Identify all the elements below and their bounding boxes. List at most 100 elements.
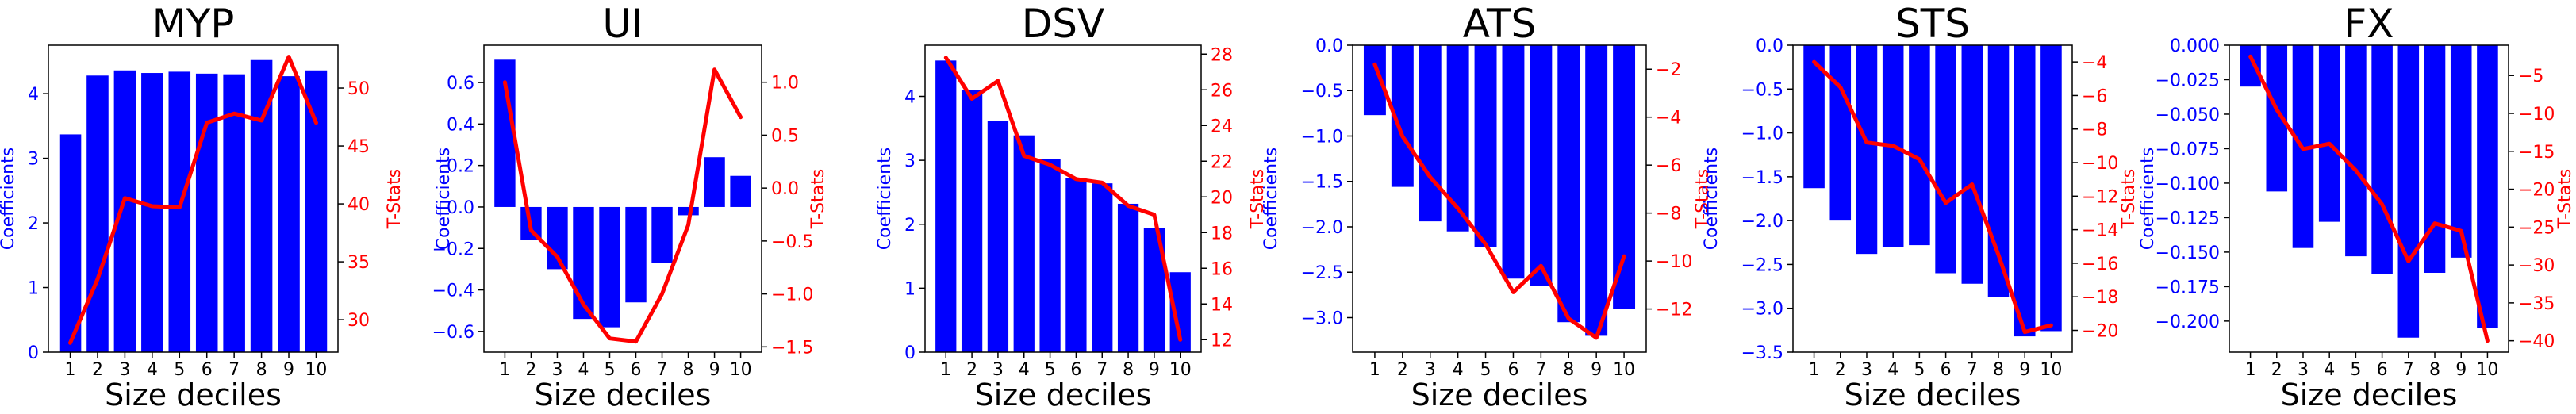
x-tick-label: 5 [174, 360, 185, 380]
bar-5 [168, 71, 191, 353]
x-tick-label: 5 [1480, 360, 1491, 380]
y-left-tick-label: 3 [28, 150, 39, 170]
x-tick-label: 5 [2350, 360, 2361, 380]
x-tick-label: 3 [119, 360, 130, 380]
y-right-tick-label: 0.5 [771, 126, 799, 146]
y-left-tick-label: −0.150 [2156, 243, 2220, 263]
y-left-tick-label: −0.125 [2156, 209, 2220, 228]
x-tick-label: 1 [1809, 360, 1820, 380]
chart-1: 1 2 3 4 5 6 7 8 9 10 −0.6 −0.4 −0.2 0.0 0.2 0.4 0.6 −1.5 −… [432, 1, 828, 412]
x-tick-label: 3 [1861, 360, 1872, 380]
y-right-tick-label: −16 [2082, 255, 2118, 274]
bar-7 [223, 74, 245, 353]
y-right-tick-label: −20 [2082, 322, 2118, 342]
bar-8 [2424, 45, 2446, 273]
bar-3 [1856, 45, 1878, 255]
chart-3: 1 2 3 4 5 6 7 8 9 10 −3.0 −2.5 −2.0 −1.5 −1.0 −0.5 0.0 −1… [1261, 1, 1713, 412]
x-tick-label: 2 [1397, 360, 1408, 380]
bar-4 [2318, 45, 2340, 222]
y-left-axis-label: Coefficients [434, 148, 454, 250]
bar-8 [1117, 203, 1139, 352]
y-right-tick-label: −4 [2082, 53, 2107, 73]
y-left-tick-label: −0.075 [2156, 140, 2220, 159]
y-left-axis-label: Coefficients [875, 148, 895, 250]
tstats-line [2248, 54, 2490, 343]
x-tick-label: 9 [1591, 360, 1602, 380]
plot-frame [483, 44, 762, 353]
x-tick-label: 9 [283, 360, 294, 380]
x-axis-label: Size deciles [975, 378, 1152, 412]
x-tick-label: 4 [1019, 360, 1030, 380]
bar-8 [1557, 45, 1580, 323]
x-tick-label: 10 [305, 360, 327, 380]
y-right-axis-label: T-Stats [808, 169, 828, 230]
bar-7 [651, 206, 673, 263]
y-left-tick-label: −2.5 [1301, 263, 1343, 283]
x-tick-label: 1 [499, 360, 510, 380]
bar-9 [704, 157, 725, 207]
x-tick-label: 6 [1941, 360, 1952, 380]
y-right-tick-label: −12 [2082, 187, 2118, 207]
chart-5: 1 2 3 4 5 6 7 8 9 10 −0.200 −0.175 −0.150 −0.125 −0.10… [2138, 1, 2575, 412]
bar-10 [1613, 45, 1636, 309]
x-tick-label: 9 [709, 360, 720, 380]
y-left-tick-label: −0.2 [432, 240, 474, 259]
y-left-tick-label: 0.4 [447, 115, 474, 135]
x-tick-label: 3 [551, 360, 562, 380]
x-tick-label: 10 [1169, 360, 1192, 380]
bar-4 [1446, 45, 1469, 232]
x-tick-label: 1 [1369, 360, 1380, 380]
bar-10 [2040, 45, 2062, 332]
x-tick-label: 6 [202, 360, 213, 380]
y-right-tick-label: −10 [1656, 252, 1692, 272]
y-right-tick-label: 26 [1211, 81, 1233, 101]
bar-5 [2345, 45, 2367, 257]
x-tick-label: 2 [2271, 360, 2282, 380]
bar-7 [1961, 45, 1983, 284]
y-left-axis-label: Coefficients [2138, 148, 2158, 250]
bar-1 [59, 134, 82, 352]
bar-5 [599, 206, 620, 328]
x-tick-label: 10 [2040, 360, 2062, 380]
bar-2 [1829, 45, 1852, 221]
tstats-line [943, 56, 1183, 342]
x-tick-label: 7 [2403, 360, 2414, 380]
x-tick-label: 7 [1535, 360, 1546, 380]
bar-6 [625, 206, 647, 303]
y-right-tick-label: −14 [2082, 221, 2118, 241]
bar-2 [961, 90, 983, 352]
x-tick-label: 1 [940, 360, 951, 380]
y-left-tick-label: −0.5 [1301, 82, 1343, 102]
y-right-tick-label: −8 [2082, 121, 2107, 140]
y-right-axis-label: T-Stats [2555, 169, 2575, 230]
x-tick-label: 1 [2245, 360, 2256, 380]
y-right-tick-label: 28 [1211, 45, 1233, 65]
y-right-tick-label: −25 [2518, 218, 2555, 238]
bar-4 [573, 206, 594, 320]
chart-title: FX [2344, 1, 2394, 47]
y-right-tick-label: −35 [2518, 294, 2555, 314]
bar-8 [250, 59, 273, 352]
bar-9 [2014, 45, 2036, 337]
y-left-tick-label: −1.5 [1301, 173, 1343, 193]
y-left-tick-label: −0.6 [432, 323, 474, 343]
bar-7 [2397, 45, 2420, 338]
y-right-tick-label: −1.5 [771, 338, 813, 358]
bar-10 [305, 70, 328, 353]
x-tick-label: 6 [1070, 360, 1081, 380]
y-left-tick-label: 3 [904, 151, 916, 171]
x-tick-label: 7 [657, 360, 668, 380]
y-right-tick-label: 24 [1211, 117, 1233, 136]
chart-title: MYP [152, 1, 235, 47]
bar-1 [935, 60, 957, 352]
x-axis-label: Size deciles [105, 378, 282, 412]
y-left-tick-label: −3.5 [1741, 343, 1783, 363]
x-tick-label: 6 [2377, 360, 2388, 380]
y-left-tick-label: −0.175 [2156, 278, 2220, 297]
x-tick-label: 8 [2429, 360, 2440, 380]
y-right-axis-label: T-Stats [385, 169, 405, 230]
x-tick-label: 6 [631, 360, 642, 380]
chart-title: UI [602, 1, 643, 47]
x-tick-label: 6 [1507, 360, 1518, 380]
